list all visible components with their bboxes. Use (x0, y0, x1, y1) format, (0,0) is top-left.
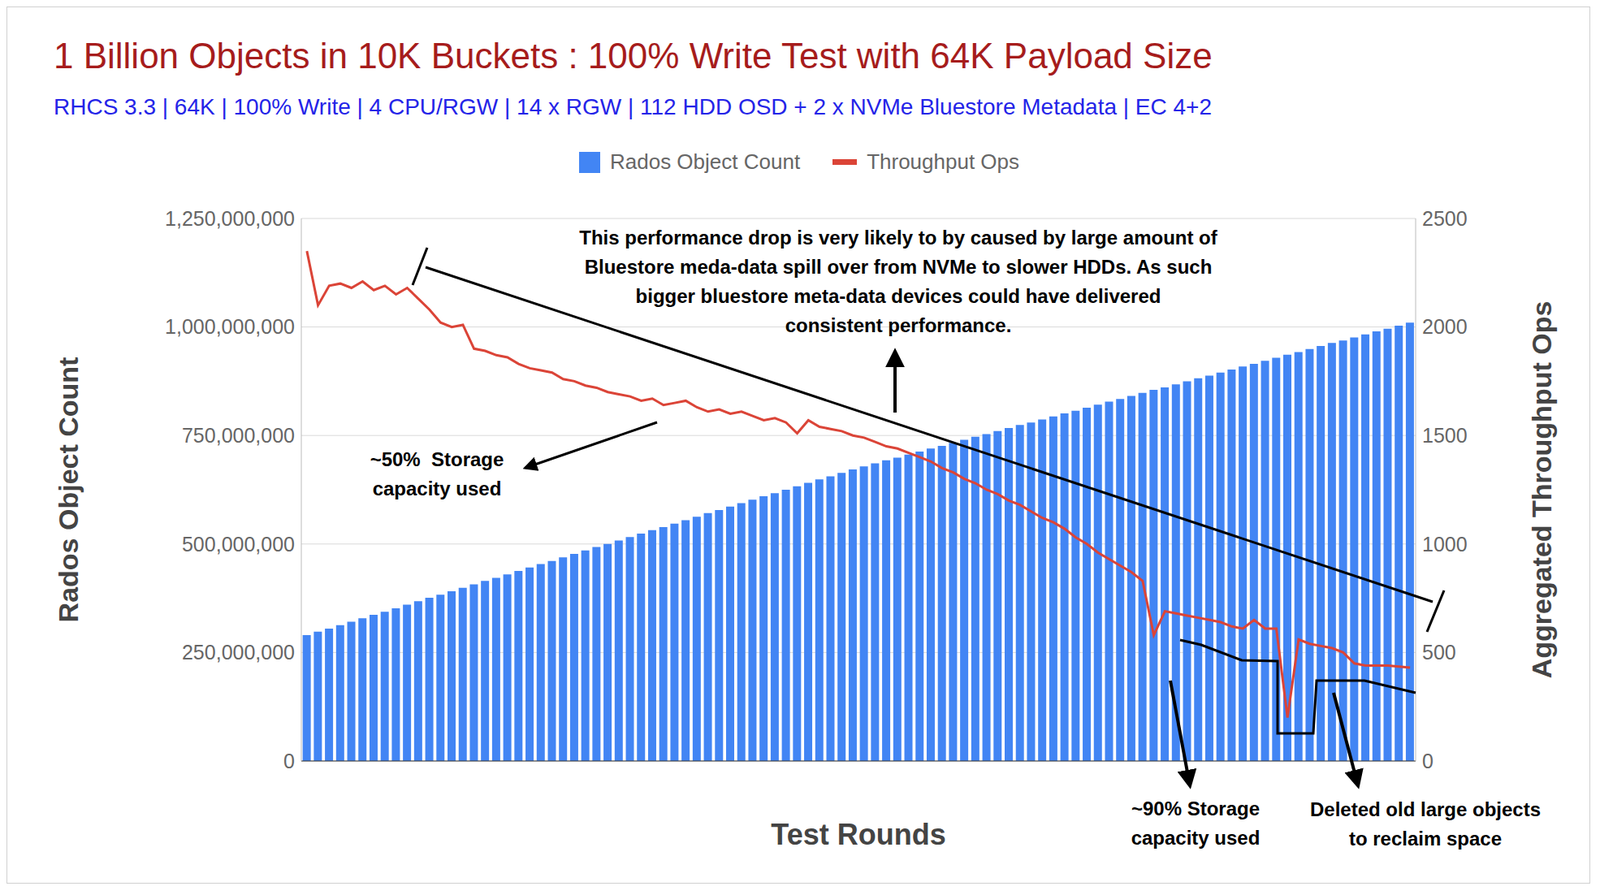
svg-text:Aggregated Throughput Ops: Aggregated Throughput Ops (1526, 301, 1557, 679)
html-text:consistent performance.: consistent performance. (785, 314, 1012, 337)
html-text:~90% Storage: ~90% Storage (1131, 797, 1260, 820)
html-text:capacity used: capacity used (1131, 826, 1261, 849)
html-text:This performance drop is very: This performance drop is very likely to … (579, 226, 1218, 249)
svg-text:500: 500 (1422, 640, 1457, 664)
html-text:1 Billion Objects in 10K Bucke: 1 Billion Objects in 10K Buckets : 100% … (53, 35, 1213, 76)
html-text:to reclaim space: to reclaim space (1348, 827, 1502, 850)
svg-text:2000: 2000 (1422, 315, 1468, 338)
svg-text:1500: 1500 (1422, 423, 1468, 447)
html-text:bigger bluestore meta-data dev: bigger bluestore meta-data devices could… (635, 285, 1161, 308)
html-text:Deleted old large objects: Deleted old large objects (1310, 798, 1541, 821)
html-text:capacity used: capacity used (372, 477, 502, 500)
svg-text:500,000,000: 500,000,000 (181, 532, 295, 556)
svg-text:1,000,000,000: 1,000,000,000 (164, 315, 295, 338)
svg-text:750,000,000: 750,000,000 (181, 423, 295, 447)
html-text:Bluestore meda-data spill over: Bluestore meda-data spill over from NVMe… (584, 255, 1213, 278)
html-text:~50% Storage: ~50% Storage (370, 448, 504, 471)
html-text:Rados Object Count: Rados Object Count (609, 149, 801, 174)
svg-text:Test Rounds: Test Rounds (770, 817, 946, 852)
svg-text:0: 0 (283, 749, 295, 773)
html-text:RHCS 3.3 | 64K | 100% Write |: RHCS 3.3 | 64K | 100% Write | 4 CPU/RGW … (53, 94, 1212, 120)
svg-text:Rados Object Count: Rados Object Count (52, 357, 84, 623)
svg-text:250,000,000: 250,000,000 (181, 640, 295, 664)
svg-text:2500: 2500 (1422, 207, 1468, 230)
svg-text:0: 0 (1422, 749, 1434, 773)
svg-text:1000: 1000 (1422, 532, 1468, 556)
html-text:Throughput Ops: Throughput Ops (866, 149, 1020, 174)
svg-text:1,250,000,000: 1,250,000,000 (164, 207, 295, 230)
